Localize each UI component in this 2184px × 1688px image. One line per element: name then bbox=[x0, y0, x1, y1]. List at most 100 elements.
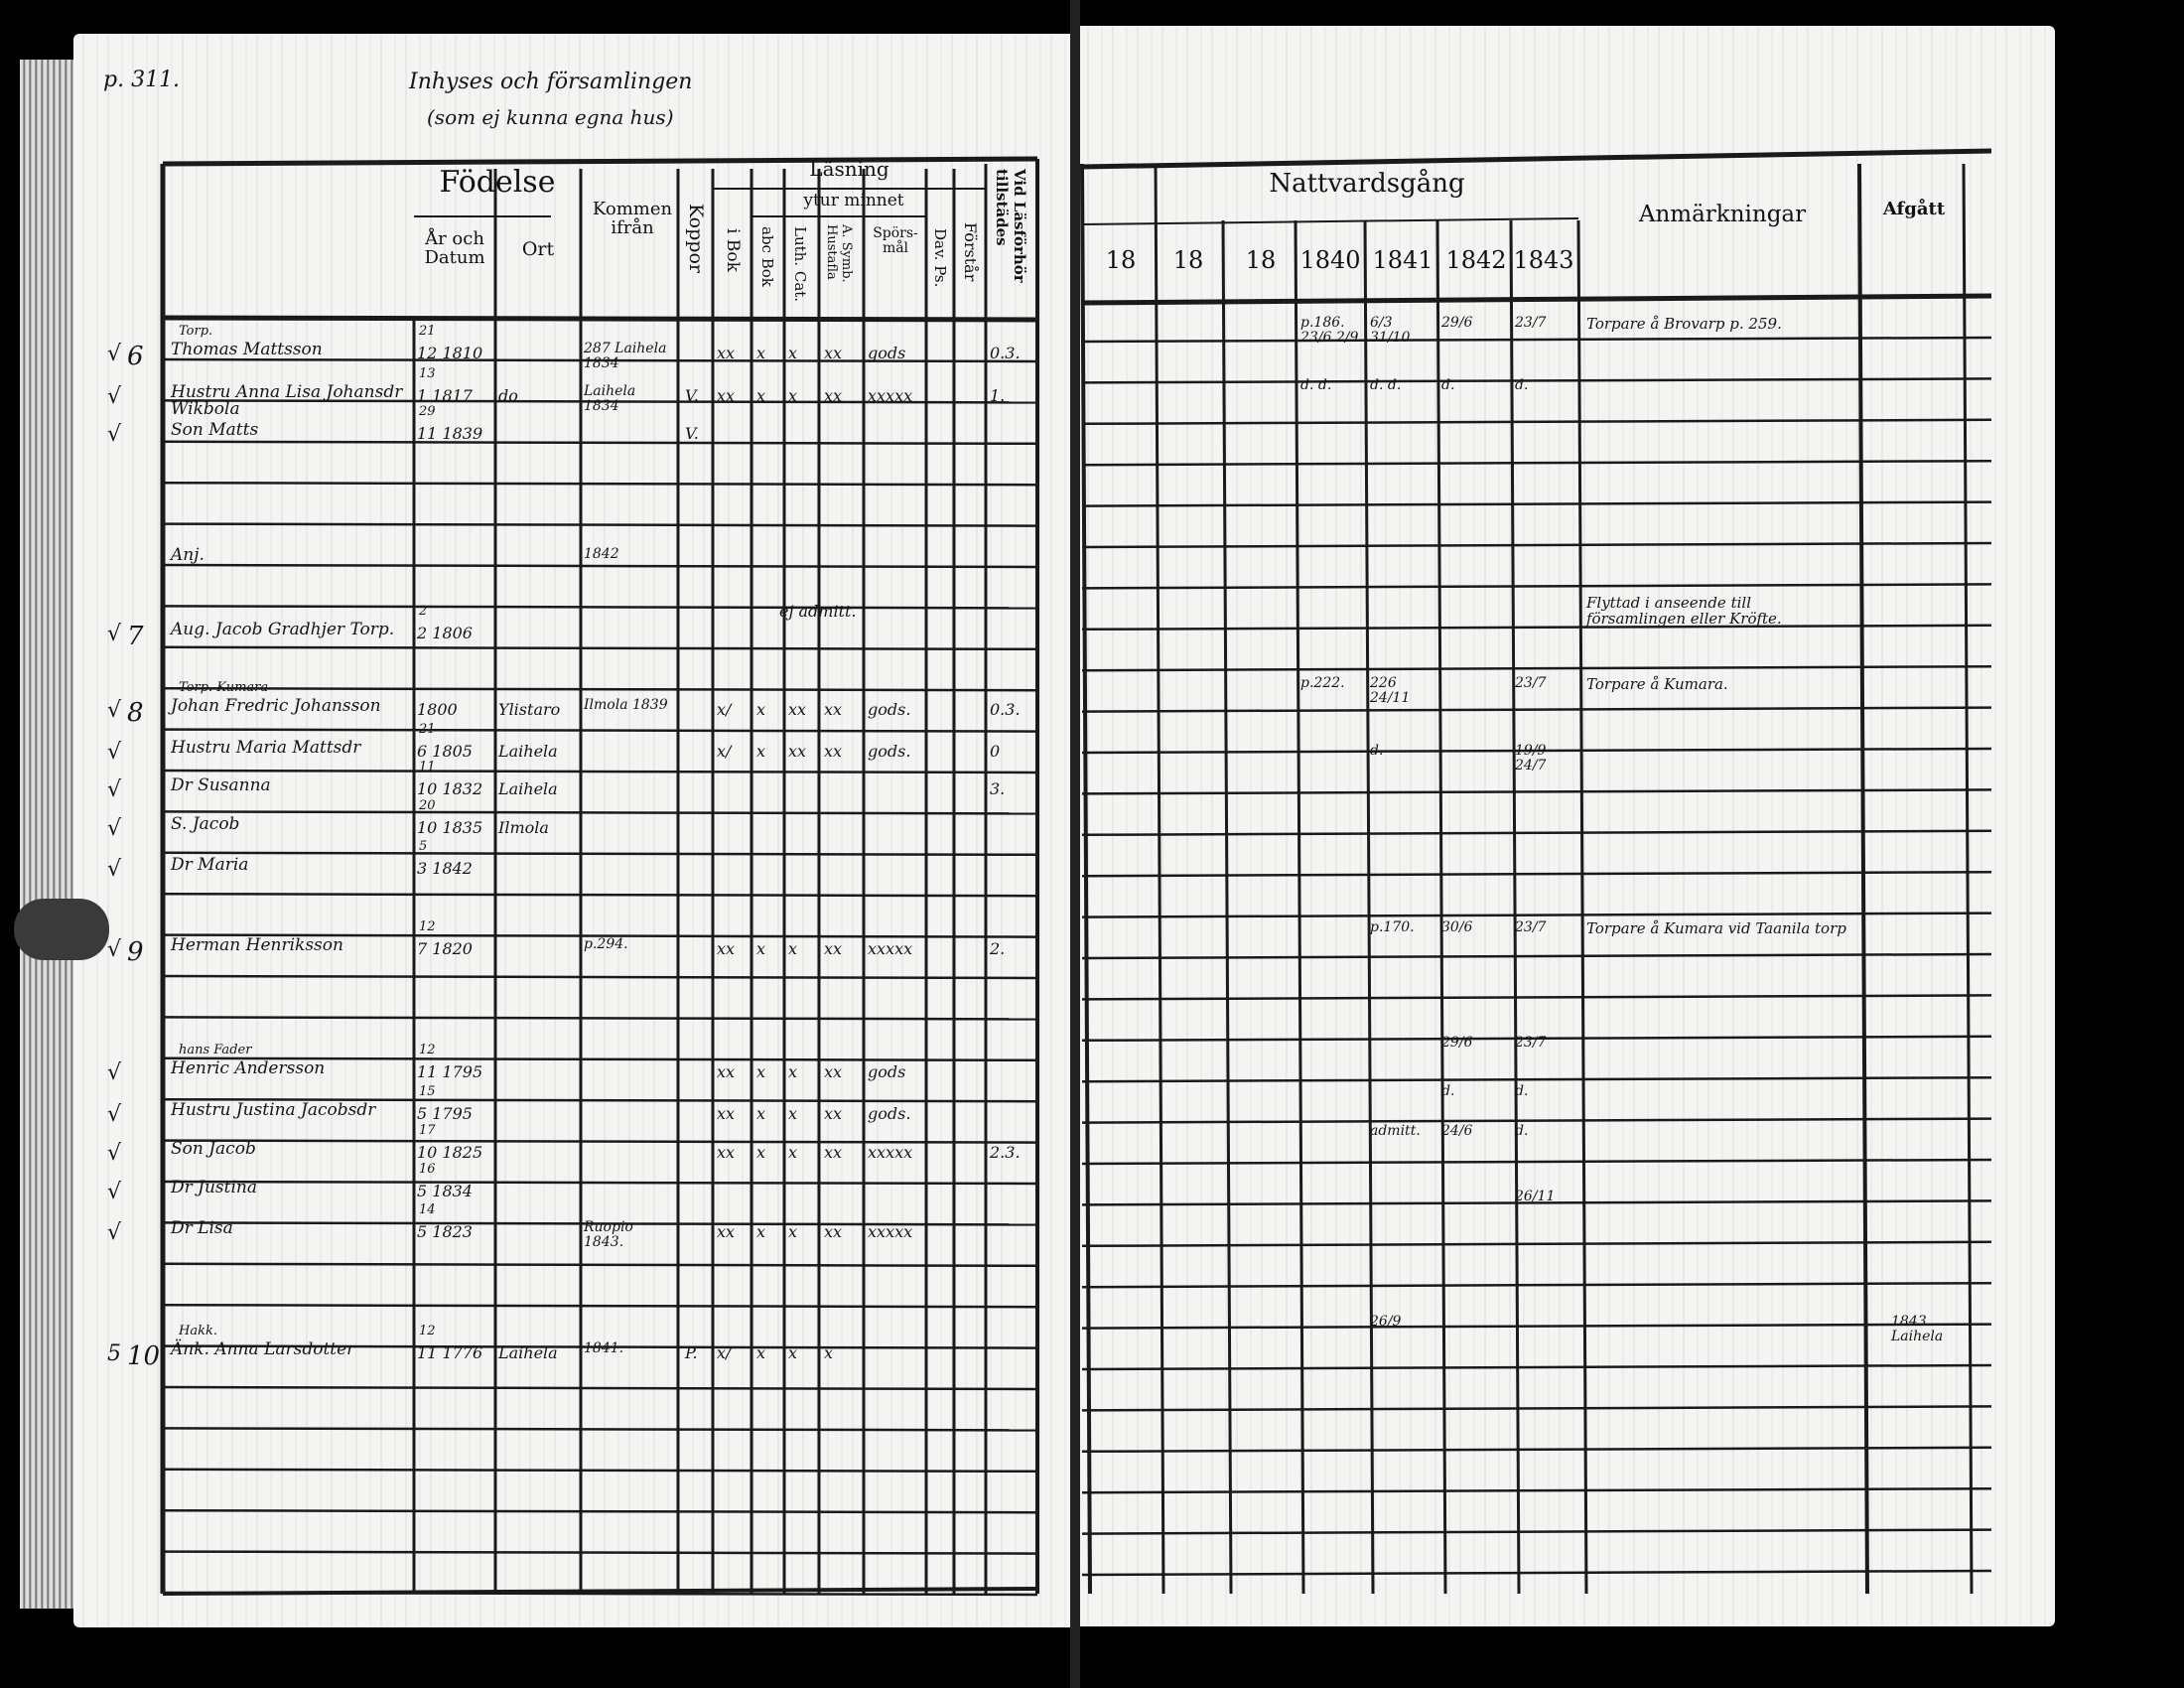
cell-luth: x bbox=[788, 939, 798, 958]
cell-date_rest: 12 1810 bbox=[417, 344, 483, 362]
check-mark: √ bbox=[107, 1141, 122, 1166]
cell-spors: gods. bbox=[868, 1104, 911, 1123]
cell-spors: gods. bbox=[868, 700, 911, 719]
birth-day: 14 bbox=[419, 1202, 436, 1217]
person-name: Dr Justina bbox=[171, 1178, 258, 1197]
check-mark: √ bbox=[107, 816, 122, 841]
cell-koppor: V. bbox=[685, 386, 699, 405]
cell-abc: x bbox=[756, 386, 766, 405]
cell-date_rest: 10 1825 bbox=[417, 1143, 483, 1162]
check-mark: √ bbox=[107, 740, 122, 765]
page-subtitle-handwritten: (som ej kunna egna hus) bbox=[427, 105, 674, 129]
header-koppor: Koppor bbox=[685, 204, 707, 273]
cell-vid: 0 bbox=[990, 742, 1001, 761]
check-mark: 5 bbox=[107, 1341, 121, 1366]
cell-asymb: xx bbox=[824, 742, 843, 761]
check-mark: √ bbox=[107, 857, 122, 882]
header-year: 18 bbox=[1105, 246, 1137, 274]
communion-date: 23/7 bbox=[1515, 315, 1547, 331]
header-anmarkningar: Anmärkningar bbox=[1638, 202, 1807, 227]
check-mark: √ bbox=[107, 937, 122, 962]
communion-date: p.222. bbox=[1300, 675, 1345, 691]
communion-date: 30/6 bbox=[1441, 919, 1473, 935]
cell-abc: x bbox=[756, 1222, 766, 1241]
entry-title-note: Torp. Kumara bbox=[179, 680, 269, 695]
cell-abc: x bbox=[756, 1343, 766, 1362]
cell-luth: x bbox=[788, 1343, 798, 1362]
cell-abc: x bbox=[756, 1143, 766, 1162]
cell-date_rest: 10 1832 bbox=[417, 779, 483, 798]
header-year: 18 bbox=[1172, 246, 1204, 274]
communion-date: d. bbox=[1515, 1083, 1529, 1099]
person-name: Dr Maria bbox=[171, 855, 249, 875]
birth-day: 15 bbox=[419, 1084, 436, 1099]
header-ort: Ort bbox=[521, 238, 555, 260]
cell-from: Ilmola 1839 bbox=[584, 697, 668, 713]
cell-ort: Laihela bbox=[498, 742, 558, 761]
header-nattvardsgang: Nattvardsgång bbox=[1269, 169, 1465, 199]
person-name: Hustru Maria Mattsdr bbox=[171, 738, 361, 758]
cell-date_rest: 11 1795 bbox=[417, 1062, 483, 1081]
book-spine bbox=[1070, 0, 1080, 1688]
cell-from: Laihela 1834 bbox=[584, 383, 636, 414]
cell-asymb: xx bbox=[824, 1143, 843, 1162]
header-year: 18 bbox=[1245, 246, 1277, 274]
communion-date: 26/9 bbox=[1370, 1314, 1402, 1330]
header-abc-bok: abc Bok bbox=[758, 226, 776, 287]
person-name: Hustru Anna Lisa Johansdr Wikbola bbox=[171, 382, 403, 419]
cell-date_rest: 1800 bbox=[417, 700, 458, 719]
cell-ort: Ylistaro bbox=[498, 700, 561, 719]
communion-date: 23/7 bbox=[1515, 1035, 1547, 1051]
check-mark: √ bbox=[107, 384, 122, 409]
cell-date_rest: 11 1776 bbox=[417, 1343, 483, 1362]
header-dav-ps: Dav. Ps. bbox=[931, 228, 949, 288]
birth-day: 17 bbox=[419, 1123, 436, 1138]
header-i-bok: i Bok bbox=[723, 228, 743, 272]
cell-koppor: P. bbox=[685, 1343, 698, 1362]
cell-from: 287 Laihela 1834 bbox=[584, 341, 667, 371]
cell-date_rest: 11 1839 bbox=[417, 424, 483, 443]
cell-from: 1842 bbox=[584, 546, 619, 562]
cell-vid: 1. bbox=[990, 386, 1006, 405]
cell-luth: xx bbox=[788, 742, 807, 761]
cell-from: 1841. bbox=[584, 1340, 624, 1356]
communion-date: 29/6 bbox=[1441, 315, 1473, 331]
cell-luth: x bbox=[788, 1104, 798, 1123]
birth-day: 13 bbox=[419, 366, 436, 381]
person-name: Hustru Justina Jacobsdr bbox=[171, 1100, 376, 1120]
cell-vid: 2.3. bbox=[990, 1143, 1021, 1162]
cell-asymb: xx bbox=[824, 1222, 843, 1241]
household-number: 6 bbox=[127, 342, 144, 371]
person-name: Aug. Jacob Gradhjer Torp. bbox=[171, 620, 395, 639]
cell-ibok: x/ bbox=[717, 1343, 732, 1362]
cell-abc: x bbox=[756, 700, 766, 719]
cell-ibok: xx bbox=[717, 1222, 736, 1241]
cell-vid: 0.3. bbox=[990, 344, 1021, 362]
cell-luth: x bbox=[788, 1222, 798, 1241]
communion-date: d. bbox=[1515, 1123, 1529, 1139]
cell-date_rest: 5 1795 bbox=[417, 1104, 473, 1123]
header-kommen-ifran: Kommen ifrån bbox=[592, 199, 673, 238]
cell-luth: x bbox=[788, 344, 798, 362]
birth-day: 12 bbox=[419, 1324, 436, 1338]
cell-vid: 2. bbox=[990, 939, 1006, 958]
remark-text: Torpare å Kumara vid Taanila torp bbox=[1586, 919, 1846, 937]
cell-luth: x bbox=[788, 386, 798, 405]
cell-asymb: xx bbox=[824, 1104, 843, 1123]
household-number: 9 bbox=[127, 937, 144, 967]
page-title-handwritten: Inhyses och församlingen bbox=[409, 70, 693, 94]
communion-date: admitt. bbox=[1370, 1123, 1421, 1139]
remark-text: Torpare å Kumara. bbox=[1586, 675, 1728, 693]
check-mark: √ bbox=[107, 622, 122, 646]
birth-day: 2 bbox=[419, 604, 428, 619]
remark-text: Flyttad i anseende till församlingen ell… bbox=[1586, 594, 1782, 628]
birth-day: 12 bbox=[419, 919, 436, 934]
birth-day: 12 bbox=[419, 1043, 436, 1057]
page-edge-stack bbox=[20, 60, 75, 1609]
cell-asymb: xx bbox=[824, 1062, 843, 1081]
check-mark: √ bbox=[107, 1220, 122, 1245]
entry-title-note: Torp. bbox=[179, 324, 213, 339]
communion-date: 226 24/11 bbox=[1370, 675, 1411, 706]
cell-ibok: xx bbox=[717, 939, 736, 958]
header-luth-cat: Luth. Cat. bbox=[791, 226, 809, 303]
